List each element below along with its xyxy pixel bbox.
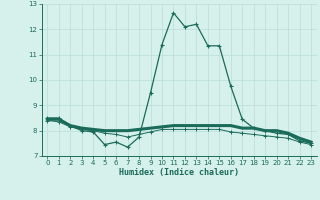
X-axis label: Humidex (Indice chaleur): Humidex (Indice chaleur) bbox=[119, 168, 239, 177]
